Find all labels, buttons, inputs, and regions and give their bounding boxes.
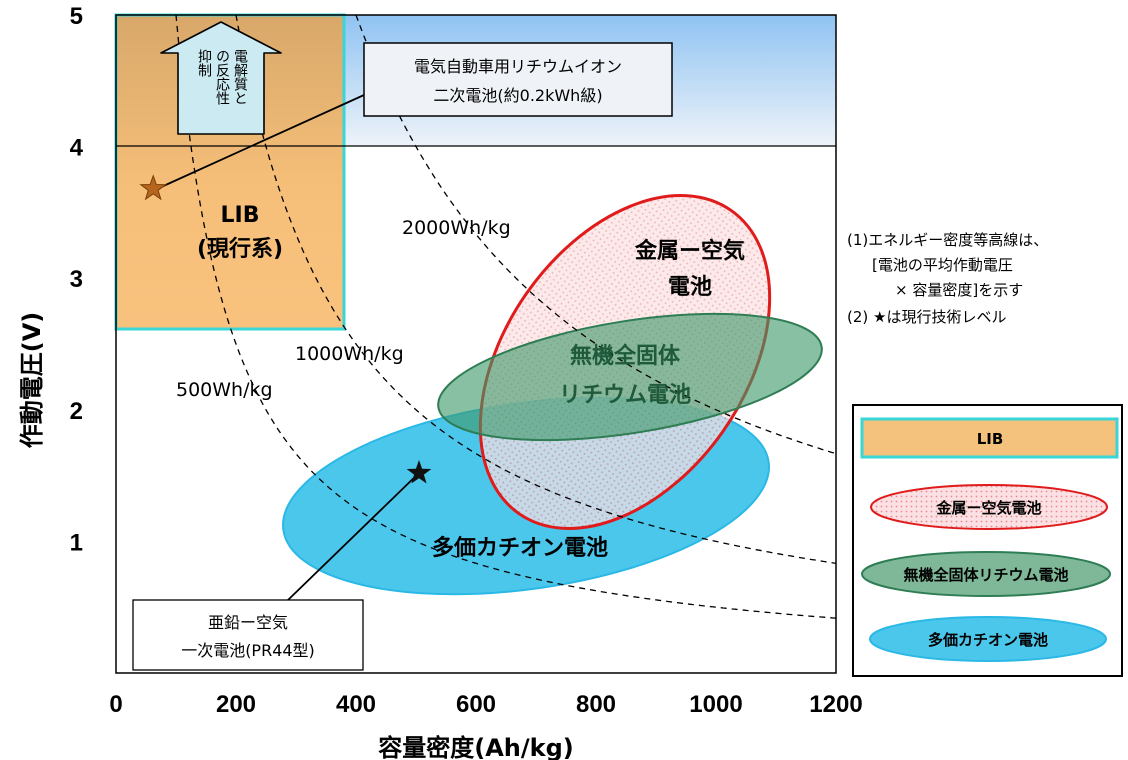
ev-callout-line [158, 94, 365, 189]
energy-contour-line [235, 15, 836, 564]
svg-text:多価カチオン電池: 多価カチオン電池 [928, 631, 1048, 649]
x-tick-label: 200 [216, 691, 256, 718]
legend-item-multivalent: 多価カチオン電池 [869, 616, 1107, 662]
y-tick-label: 2 [70, 398, 83, 425]
x-tick-label: 1200 [809, 691, 862, 718]
zinc-air-callout: 亜鉛ー空気 一次電池(PR44型) [132, 599, 364, 671]
energy-contours [175, 15, 836, 619]
svg-text:(1)エネルギー密度等高線は、: (1)エネルギー密度等高線は、 [847, 231, 1048, 249]
x-tick-label: 400 [336, 691, 376, 718]
x-axis-ticks: 0 200 400 600 800 1000 1200 [109, 691, 862, 718]
energy-contour-line [355, 15, 836, 455]
svg-text:金属ー空気電池: 金属ー空気電池 [935, 499, 1041, 517]
lib-region-sublabel: (現行系) [197, 236, 283, 262]
electrolyte-arrow: 電解質と の反応性 抑制 [160, 21, 282, 135]
y-tick-label: 1 [70, 529, 83, 556]
x-tick-label: 0 [109, 691, 122, 718]
y-axis-ticks: 1 2 3 4 5 [70, 3, 84, 556]
legend: LIB 金属ー空気電池 無機全固体リチウム電池 多価カチオン電池 [852, 404, 1123, 677]
svg-text:抑制: 抑制 [196, 49, 212, 77]
y-tick-label: 4 [70, 135, 84, 162]
solid-state-label-2: リチウム電池 [559, 383, 691, 408]
lib-region-label: LIB [221, 203, 260, 228]
svg-text:(2) ★は現行技術レベル: (2) ★は現行技術レベル [847, 308, 1006, 326]
region-solid-state [437, 312, 823, 442]
svg-text:× 容量密度]を示す: × 容量密度]を示す [895, 281, 1023, 299]
legend-item-solid-state: 無機全固体リチウム電池 [861, 551, 1111, 597]
svg-text:[電池の平均作動電圧: [電池の平均作動電圧 [872, 256, 1013, 274]
metal-air-label-2: 電池 [668, 275, 712, 300]
x-axis-title: 容量密度(Ah/kg) [378, 734, 574, 760]
svg-text:電解質と: 電解質と [232, 49, 248, 105]
svg-text:無機全固体リチウム電池: 無機全固体リチウム電池 [903, 566, 1068, 584]
svg-text:の反応性: の反応性 [214, 49, 230, 105]
solid-state-label-1: 無機全固体 [570, 343, 681, 369]
plot-frame [115, 14, 837, 674]
y-tick-label: 5 [70, 3, 83, 30]
svg-text:LIB: LIB [977, 430, 1004, 448]
zinc-callout-line [287, 471, 421, 601]
ev-battery-star [139, 174, 168, 201]
y-tick-label: 3 [70, 266, 83, 293]
x-tick-label: 600 [456, 691, 496, 718]
metal-air-label-1: 金属ー空気 [634, 238, 745, 264]
svg-text:二次電池(約0.2kWh級): 二次電池(約0.2kWh級) [433, 86, 602, 105]
y-axis-title: 作動電圧(V) [18, 312, 46, 449]
legend-item-lib: LIB [860, 417, 1119, 459]
notes: (1)エネルギー密度等高線は、 [電池の平均作動電圧 × 容量密度]を示す (2… [847, 231, 1048, 326]
energy-contour-line [175, 15, 836, 619]
zinc-air-star [406, 460, 432, 484]
contour-label-2000: 2000Wh/kg [402, 217, 511, 239]
x-tick-label: 1000 [689, 691, 742, 718]
svg-text:電気自動車用リチウムイオン: 電気自動車用リチウムイオン [414, 57, 622, 76]
legend-item-metal-air: 金属ー空気電池 [870, 484, 1108, 530]
svg-text:一次電池(PR44型): 一次電池(PR44型) [181, 641, 315, 660]
ev-battery-callout: 電気自動車用リチウムイオン 二次電池(約0.2kWh級) [363, 42, 673, 117]
svg-text:亜鉛ー空気: 亜鉛ー空気 [208, 613, 288, 632]
x-tick-label: 800 [576, 691, 616, 718]
contour-label-1000: 1000Wh/kg [295, 343, 404, 365]
contour-label-500: 500Wh/kg [176, 379, 273, 401]
multivalent-label: 多価カチオン電池 [432, 535, 608, 561]
